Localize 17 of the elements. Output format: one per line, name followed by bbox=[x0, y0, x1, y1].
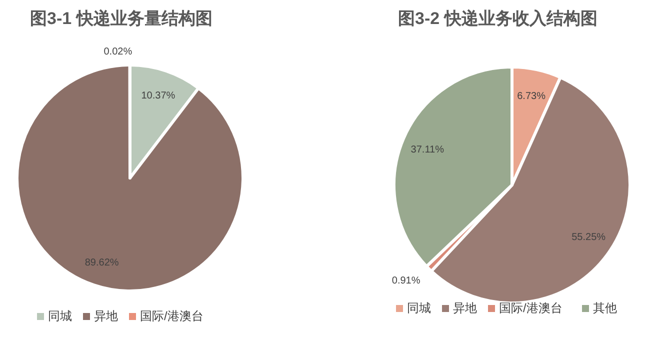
legend-label: 异地 bbox=[453, 301, 477, 315]
legend-label: 国际/港澳台 bbox=[499, 301, 562, 315]
legend-label: 异地 bbox=[94, 309, 118, 323]
legend-label: 国际/港澳台 bbox=[140, 309, 204, 323]
pie-slice bbox=[16, 64, 244, 292]
data-label: 37.11% bbox=[410, 144, 444, 156]
chart-title: 图3-2 快递业务收入结构图 bbox=[398, 9, 598, 28]
legend-label: 同城 bbox=[48, 309, 72, 323]
data-label: 89.62% bbox=[84, 258, 119, 269]
legend-label: 其他 bbox=[593, 301, 617, 315]
data-label: 0.91% bbox=[392, 276, 420, 287]
legend-label: 同城 bbox=[407, 301, 431, 315]
chart-title: 图3-1 快递业务量结构图 bbox=[30, 9, 212, 28]
data-label: 6.73% bbox=[517, 91, 546, 102]
data-label: 10.37% bbox=[141, 90, 176, 102]
data-label: 55.25% bbox=[572, 232, 606, 244]
data-label: 0.02% bbox=[104, 46, 132, 58]
